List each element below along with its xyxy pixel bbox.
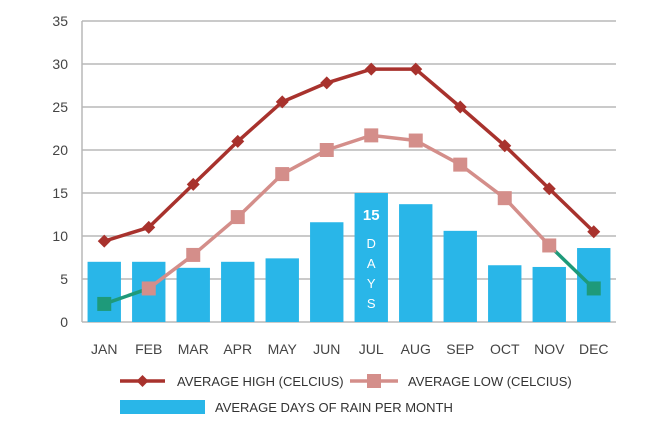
high-line-point-dec bbox=[587, 225, 601, 239]
annotation-unit-letter: D bbox=[367, 236, 376, 251]
x-tick-label-aug: AUG bbox=[401, 341, 431, 357]
high-line-segment bbox=[325, 67, 373, 85]
low-line-point-feb bbox=[141, 281, 156, 296]
high-line-segment bbox=[458, 105, 507, 148]
high-line-segment bbox=[547, 186, 596, 234]
rain-bar-apr bbox=[221, 261, 255, 322]
low-line-point-apr bbox=[230, 210, 245, 225]
low-line-segment bbox=[102, 286, 151, 306]
high-line-point-jun bbox=[320, 76, 334, 90]
high-line-point-oct bbox=[498, 139, 512, 153]
low-line-point-dec bbox=[586, 281, 601, 296]
x-tick-label-dec: DEC bbox=[579, 341, 609, 357]
high-line-point-jul bbox=[364, 62, 378, 76]
rain-bar-jan bbox=[87, 261, 121, 322]
low-line-point-aug bbox=[408, 133, 423, 148]
jul-annotation: 15 DAYS bbox=[363, 207, 380, 311]
x-axis: JAN FEB MAR APR MAY JUN JUL AUG SEP OCT NOV DEC bbox=[91, 341, 609, 357]
high-line-segment bbox=[236, 100, 284, 144]
y-tick-label: 20 bbox=[52, 142, 68, 158]
annotation-value: 15 bbox=[363, 207, 380, 224]
legend-rain-label: AVERAGE DAYS OF RAIN PER MONTH bbox=[215, 400, 453, 415]
legend-item-high: AVERAGE HIGH (CELCIUS) bbox=[120, 374, 344, 389]
low-line-segment bbox=[147, 253, 195, 291]
x-tick-label-may: MAY bbox=[268, 341, 298, 357]
legend-high-marker bbox=[136, 375, 149, 387]
high-line-segment bbox=[503, 143, 551, 191]
low-line-segment bbox=[280, 148, 329, 176]
y-tick-label: 5 bbox=[60, 271, 68, 287]
legend-low-label: AVERAGE LOW (CELCIUS) bbox=[408, 374, 572, 389]
grid bbox=[81, 20, 616, 323]
high-line-point-feb bbox=[142, 220, 156, 234]
low-line-segment bbox=[369, 133, 418, 143]
low-line-segment bbox=[236, 172, 284, 219]
rain-bar-sep bbox=[443, 230, 477, 322]
y-tick-label: 25 bbox=[52, 99, 68, 115]
legend-high-label: AVERAGE HIGH (CELCIUS) bbox=[177, 374, 344, 389]
low-line-point-jul bbox=[364, 128, 379, 143]
rain-bar-may bbox=[265, 258, 299, 322]
x-tick-label-feb: FEB bbox=[135, 341, 162, 357]
high-line-segment bbox=[280, 81, 329, 104]
y-tick-label: 30 bbox=[52, 56, 68, 72]
high-line-segment bbox=[191, 139, 240, 187]
high-line-segment bbox=[414, 67, 462, 109]
high-line-segment bbox=[147, 182, 195, 230]
rain-bar-mar bbox=[176, 267, 210, 322]
legend-item-low: AVERAGE LOW (CELCIUS) bbox=[350, 374, 572, 389]
legend-rain-swatch bbox=[120, 400, 205, 414]
temperature-lines bbox=[97, 62, 601, 311]
rain-bar-oct bbox=[488, 265, 522, 322]
low-line-segment bbox=[458, 162, 507, 200]
y-tick-label: 15 bbox=[52, 185, 68, 201]
low-line-segment bbox=[503, 196, 551, 248]
high-line-point-may bbox=[275, 95, 289, 109]
x-tick-label-jul: JUL bbox=[359, 341, 384, 357]
low-line-point-mar bbox=[186, 247, 201, 262]
low-line-point-jun bbox=[319, 143, 334, 157]
annotation-unit-letter: Y bbox=[367, 276, 376, 291]
y-tick-label: 35 bbox=[52, 13, 68, 29]
x-tick-label-sep: SEP bbox=[446, 341, 474, 357]
y-tick-label: 10 bbox=[52, 228, 68, 244]
high-line-point-sep bbox=[453, 100, 467, 114]
high-line-point-mar bbox=[186, 177, 200, 191]
y-axis: 0 5 10 15 20 25 30 35 bbox=[52, 13, 68, 330]
x-tick-label-jan: JAN bbox=[91, 341, 117, 357]
legend: AVERAGE HIGH (CELCIUS) AVERAGE LOW (CELCI… bbox=[120, 374, 572, 415]
annotation-unit-letter: A bbox=[367, 256, 376, 271]
low-line-segment bbox=[547, 243, 596, 291]
rain-bar-nov bbox=[532, 266, 566, 322]
x-tick-label-apr: APR bbox=[223, 341, 252, 357]
high-line-point-apr bbox=[231, 134, 245, 148]
high-line-point-aug bbox=[409, 62, 423, 76]
high-line-point-jan bbox=[97, 234, 111, 248]
high-line-point-nov bbox=[542, 182, 556, 196]
low-line-point-sep bbox=[453, 157, 468, 172]
low-line-segment bbox=[191, 215, 240, 257]
legend-low-marker bbox=[367, 374, 381, 388]
x-tick-label-jun: JUN bbox=[313, 341, 340, 357]
x-tick-label-nov: NOV bbox=[534, 341, 565, 357]
rain-bar-aug bbox=[399, 204, 433, 322]
y-tick-label: 0 bbox=[60, 314, 68, 330]
low-line-point-oct bbox=[497, 191, 512, 206]
low-line-segment bbox=[414, 138, 462, 167]
annotation-unit-letter: S bbox=[367, 296, 376, 311]
low-line-segment bbox=[325, 133, 373, 152]
x-tick-label-oct: OCT bbox=[490, 341, 520, 357]
legend-item-rain: AVERAGE DAYS OF RAIN PER MONTH bbox=[120, 400, 453, 415]
low-line-point-jan bbox=[97, 296, 112, 311]
low-line-point-may bbox=[275, 167, 290, 182]
rain-bar-jun bbox=[310, 222, 344, 322]
high-line-segment bbox=[102, 225, 151, 243]
x-tick-label-mar: MAR bbox=[178, 341, 209, 357]
low-line-point-nov bbox=[542, 238, 557, 253]
rain-bar-jul bbox=[354, 193, 388, 322]
